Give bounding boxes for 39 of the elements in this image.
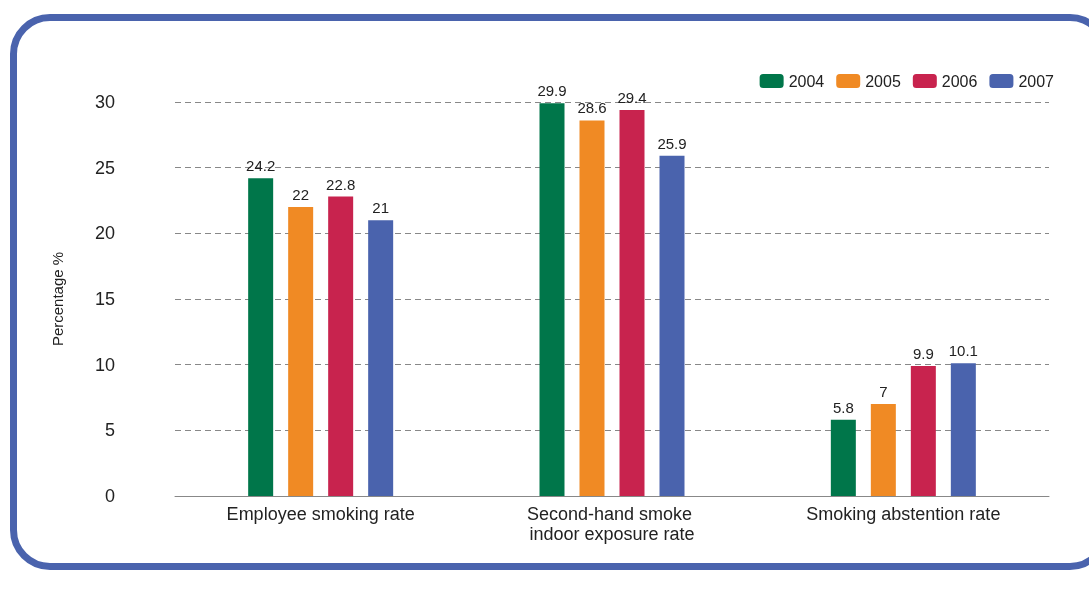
legend-label: 2006 (941, 72, 978, 90)
bar (659, 155, 685, 496)
bar (870, 404, 896, 496)
data-label: 21 (372, 199, 390, 217)
legend-label: 2004 (788, 72, 825, 90)
x-tick-label: Employee smoking rate (226, 504, 415, 524)
data-label: 7 (879, 383, 888, 401)
legend-label: 2007 (1018, 72, 1055, 90)
bar (579, 120, 605, 496)
x-tick-label: Smoking abstention rate (806, 504, 1001, 524)
data-label: 5.8 (832, 398, 854, 416)
bar (328, 196, 354, 496)
data-label: 22 (292, 186, 310, 204)
bar (830, 419, 856, 496)
y-axis-title: Percentage % (49, 251, 66, 347)
y-tick-label: 25 (94, 157, 115, 178)
y-tick-label: 20 (94, 223, 115, 244)
data-label: 9.9 (912, 344, 934, 362)
bar (539, 103, 565, 496)
x-tick-label: Second-hand smoke indoor exposure rate (526, 504, 698, 544)
bar (950, 363, 976, 496)
data-label: 29.4 (617, 88, 647, 106)
bar (910, 365, 936, 496)
data-label: 24.2 (246, 157, 276, 175)
data-label: 29.9 (537, 82, 567, 100)
y-tick-label: 30 (94, 92, 115, 112)
y-tick-label: 5 (104, 420, 115, 441)
y-tick-label: 0 (104, 486, 115, 506)
legend-label: 2005 (865, 72, 901, 90)
bar (619, 109, 645, 496)
data-label: 28.6 (577, 99, 607, 117)
y-tick-label: 10 (94, 354, 115, 375)
bar (288, 207, 314, 496)
data-label: 10.1 (948, 342, 978, 360)
data-label: 22.8 (326, 175, 356, 193)
y-tick-label: 15 (94, 289, 115, 309)
bar (368, 220, 394, 496)
data-label: 25.9 (657, 134, 687, 152)
bar (248, 178, 274, 496)
